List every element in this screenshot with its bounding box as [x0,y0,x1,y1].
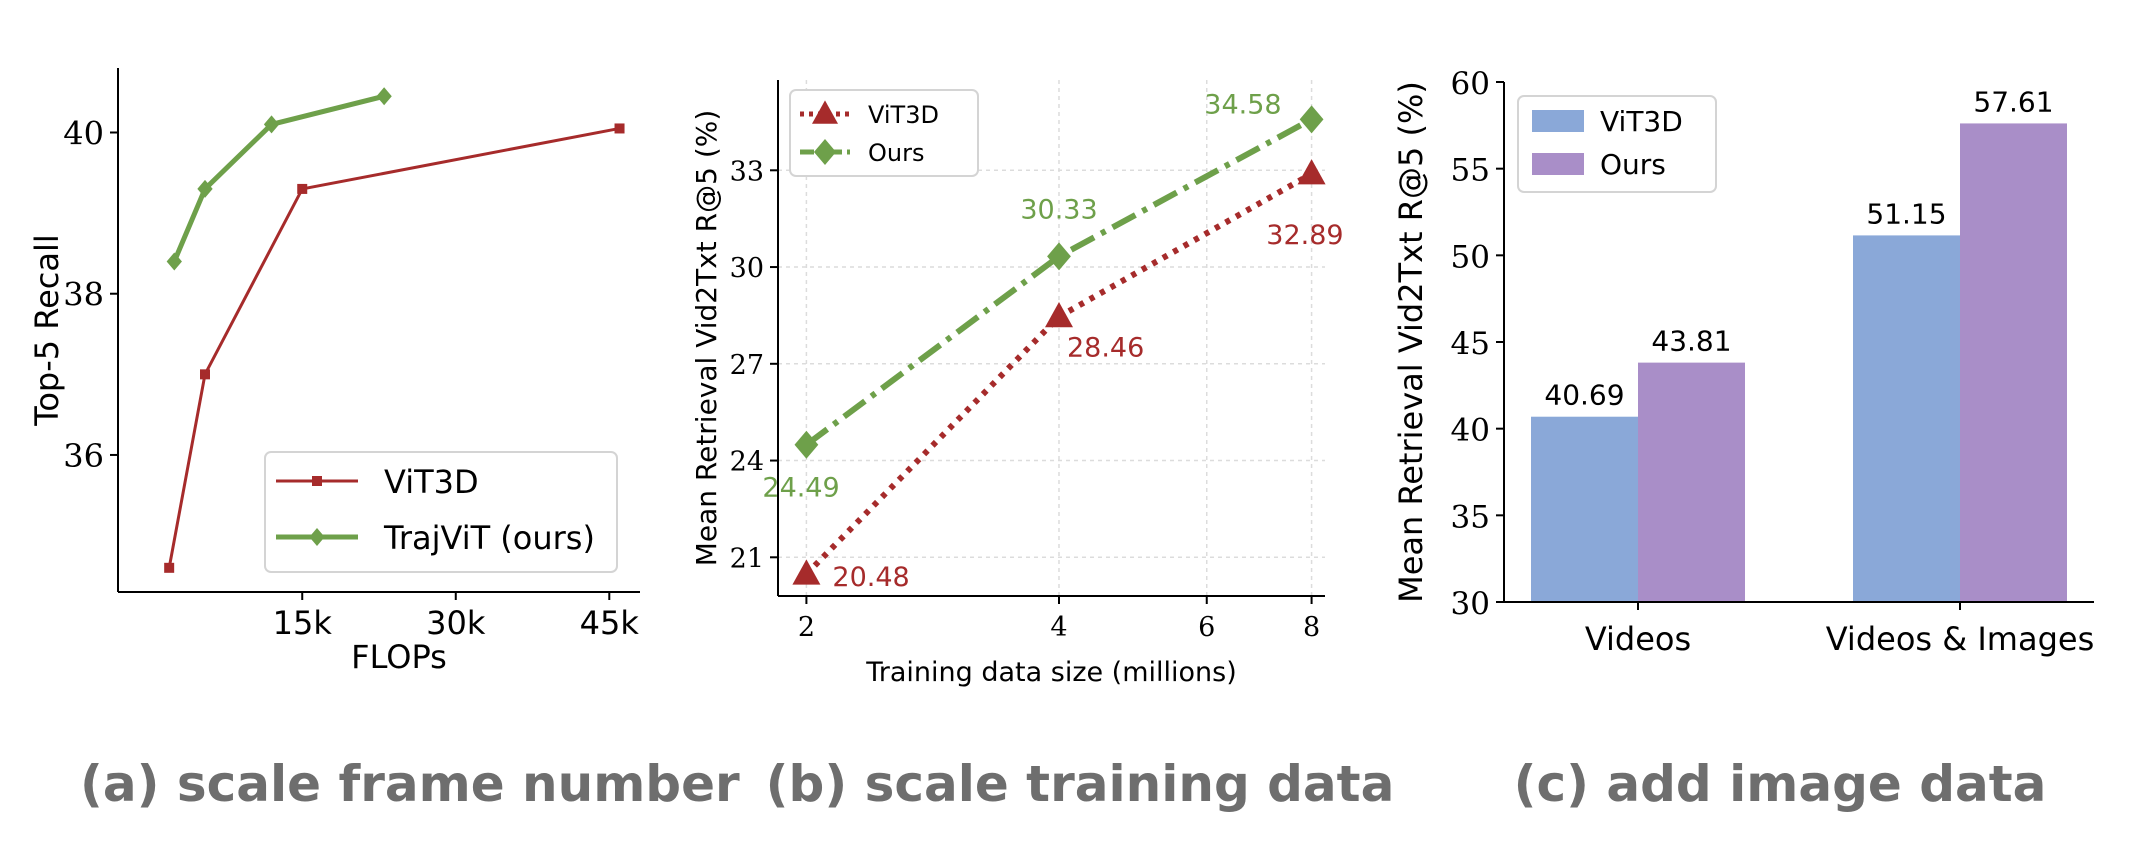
caption-c: (c) add image data [1513,755,2047,813]
y-tick-label-c: 55 [1451,153,1490,189]
data-point-a-0 [200,369,210,380]
data-point-a-0 [614,123,625,134]
x-tick-label-a: 15k [273,604,333,642]
bar-c-1 [1638,362,1745,602]
data-point-a-1 [166,252,182,271]
legend-b: ViT3D Ours [789,89,979,177]
data-label-b-0: 20.48 [832,562,909,593]
legend-label-c-1: Ours [1600,148,1666,181]
y-tick-label-c: 60 [1451,66,1490,102]
series-line-a-1 [171,93,385,263]
y-tick-label-c: 45 [1451,326,1490,362]
x-tick-label-c: Videos & Images [1826,620,2095,658]
data-point-a-1 [263,115,280,134]
data-point-a-0 [297,183,308,194]
y-tick-label-c: 35 [1451,499,1490,535]
bar-c-1 [1960,123,2067,602]
caption-b: (b) scale training data [765,755,1395,813]
x-tick-label-b: 6 [1198,612,1215,643]
x-tick-label-a: 30k [426,604,486,642]
series-line-a-0 [167,126,620,569]
data-label-b-1: 30.33 [1020,194,1097,225]
chart-a: 15k 30k 45k 36 38 40 FLOPs Top-5 Recall ViT3D Tra… [28,68,640,676]
x-axis-label-a: FLOPs [351,638,447,676]
y-tick-label-a: 40 [63,114,104,152]
legend-c: ViT3D Ours [1517,95,1717,193]
y-tick-label-c: 30 [1451,586,1490,622]
legend-label-c-0: ViT3D [1600,105,1683,138]
legend-marker-b-1 [813,139,837,165]
y-axis-label-a: Top-5 Recall [28,234,66,427]
bar-label-c-0: 51.15 [1866,197,1946,230]
y-tick-label-a: 36 [63,437,104,475]
legend-marker-a-0 [312,476,322,486]
legend-swatch-c-0 [1532,110,1584,132]
x-tick-label-a: 45k [580,604,640,642]
legend-a: ViT3D TrajViT (ours) [264,451,618,573]
data-label-b-0: 28.46 [1067,333,1144,364]
chart-c: 40.69 43.81 Videos 51.15 57.61 Videos & Image… [1392,66,2094,658]
data-point-b-0 [1044,302,1073,328]
legend-marker-a-1 [309,528,325,546]
legend-label-a-1: TrajViT (ours) [383,519,595,557]
y-tick-label-c: 50 [1451,239,1490,275]
y-tick-label-b: 21 [730,543,764,574]
bar-label-c-1: 43.81 [1651,325,1731,358]
x-tick-label-b: 2 [798,612,815,643]
x-tick-label-c: Videos [1585,620,1691,658]
data-label-b-1: 24.49 [762,473,839,504]
bar-label-c-0: 40.69 [1544,379,1624,412]
caption-a: (a) scale frame number [80,755,740,813]
legend-swatch-c-1 [1532,153,1584,175]
data-label-b-1: 34.58 [1204,89,1281,120]
legend-marker-b-0 [812,100,838,124]
y-tick-label-b: 30 [730,253,764,284]
legend-label-b-0: ViT3D [868,101,939,129]
data-point-b-0 [1297,159,1326,185]
y-tick-label-c: 40 [1451,413,1490,449]
data-point-b-1 [1299,105,1324,134]
data-point-a-0 [164,562,175,573]
legend-label-a-0: ViT3D [384,463,479,501]
data-label-b-0: 32.89 [1266,220,1343,251]
data-point-b-0 [792,559,821,585]
data-point-b-1 [1047,242,1071,271]
series-line-b-1 [804,116,1314,448]
x-tick-label-b: 8 [1303,612,1320,643]
y-tick-label-b: 24 [730,447,764,478]
y-tick-label-b: 27 [730,350,764,381]
x-tick-label-b: 4 [1050,612,1067,643]
y-tick-label-a: 38 [63,276,104,314]
data-point-a-1 [376,87,392,106]
bar-c-0 [1853,235,1960,602]
x-axis-label-b: Training data size (millions) [865,657,1237,688]
bar-c-0 [1531,416,1638,602]
bar-label-c-1: 57.61 [1973,85,2053,118]
data-point-b-1 [794,430,819,459]
y-axis-label-c: Mean Retrieval Vid2Txt R@5 (%) [1392,81,1430,603]
y-axis-label-b: Mean Retrieval Vid2Txt R@5 (%) [690,110,723,567]
legend-label-b-1: Ours [868,139,924,167]
y-tick-label-b: 33 [730,156,764,187]
data-point-a-1 [197,179,213,198]
